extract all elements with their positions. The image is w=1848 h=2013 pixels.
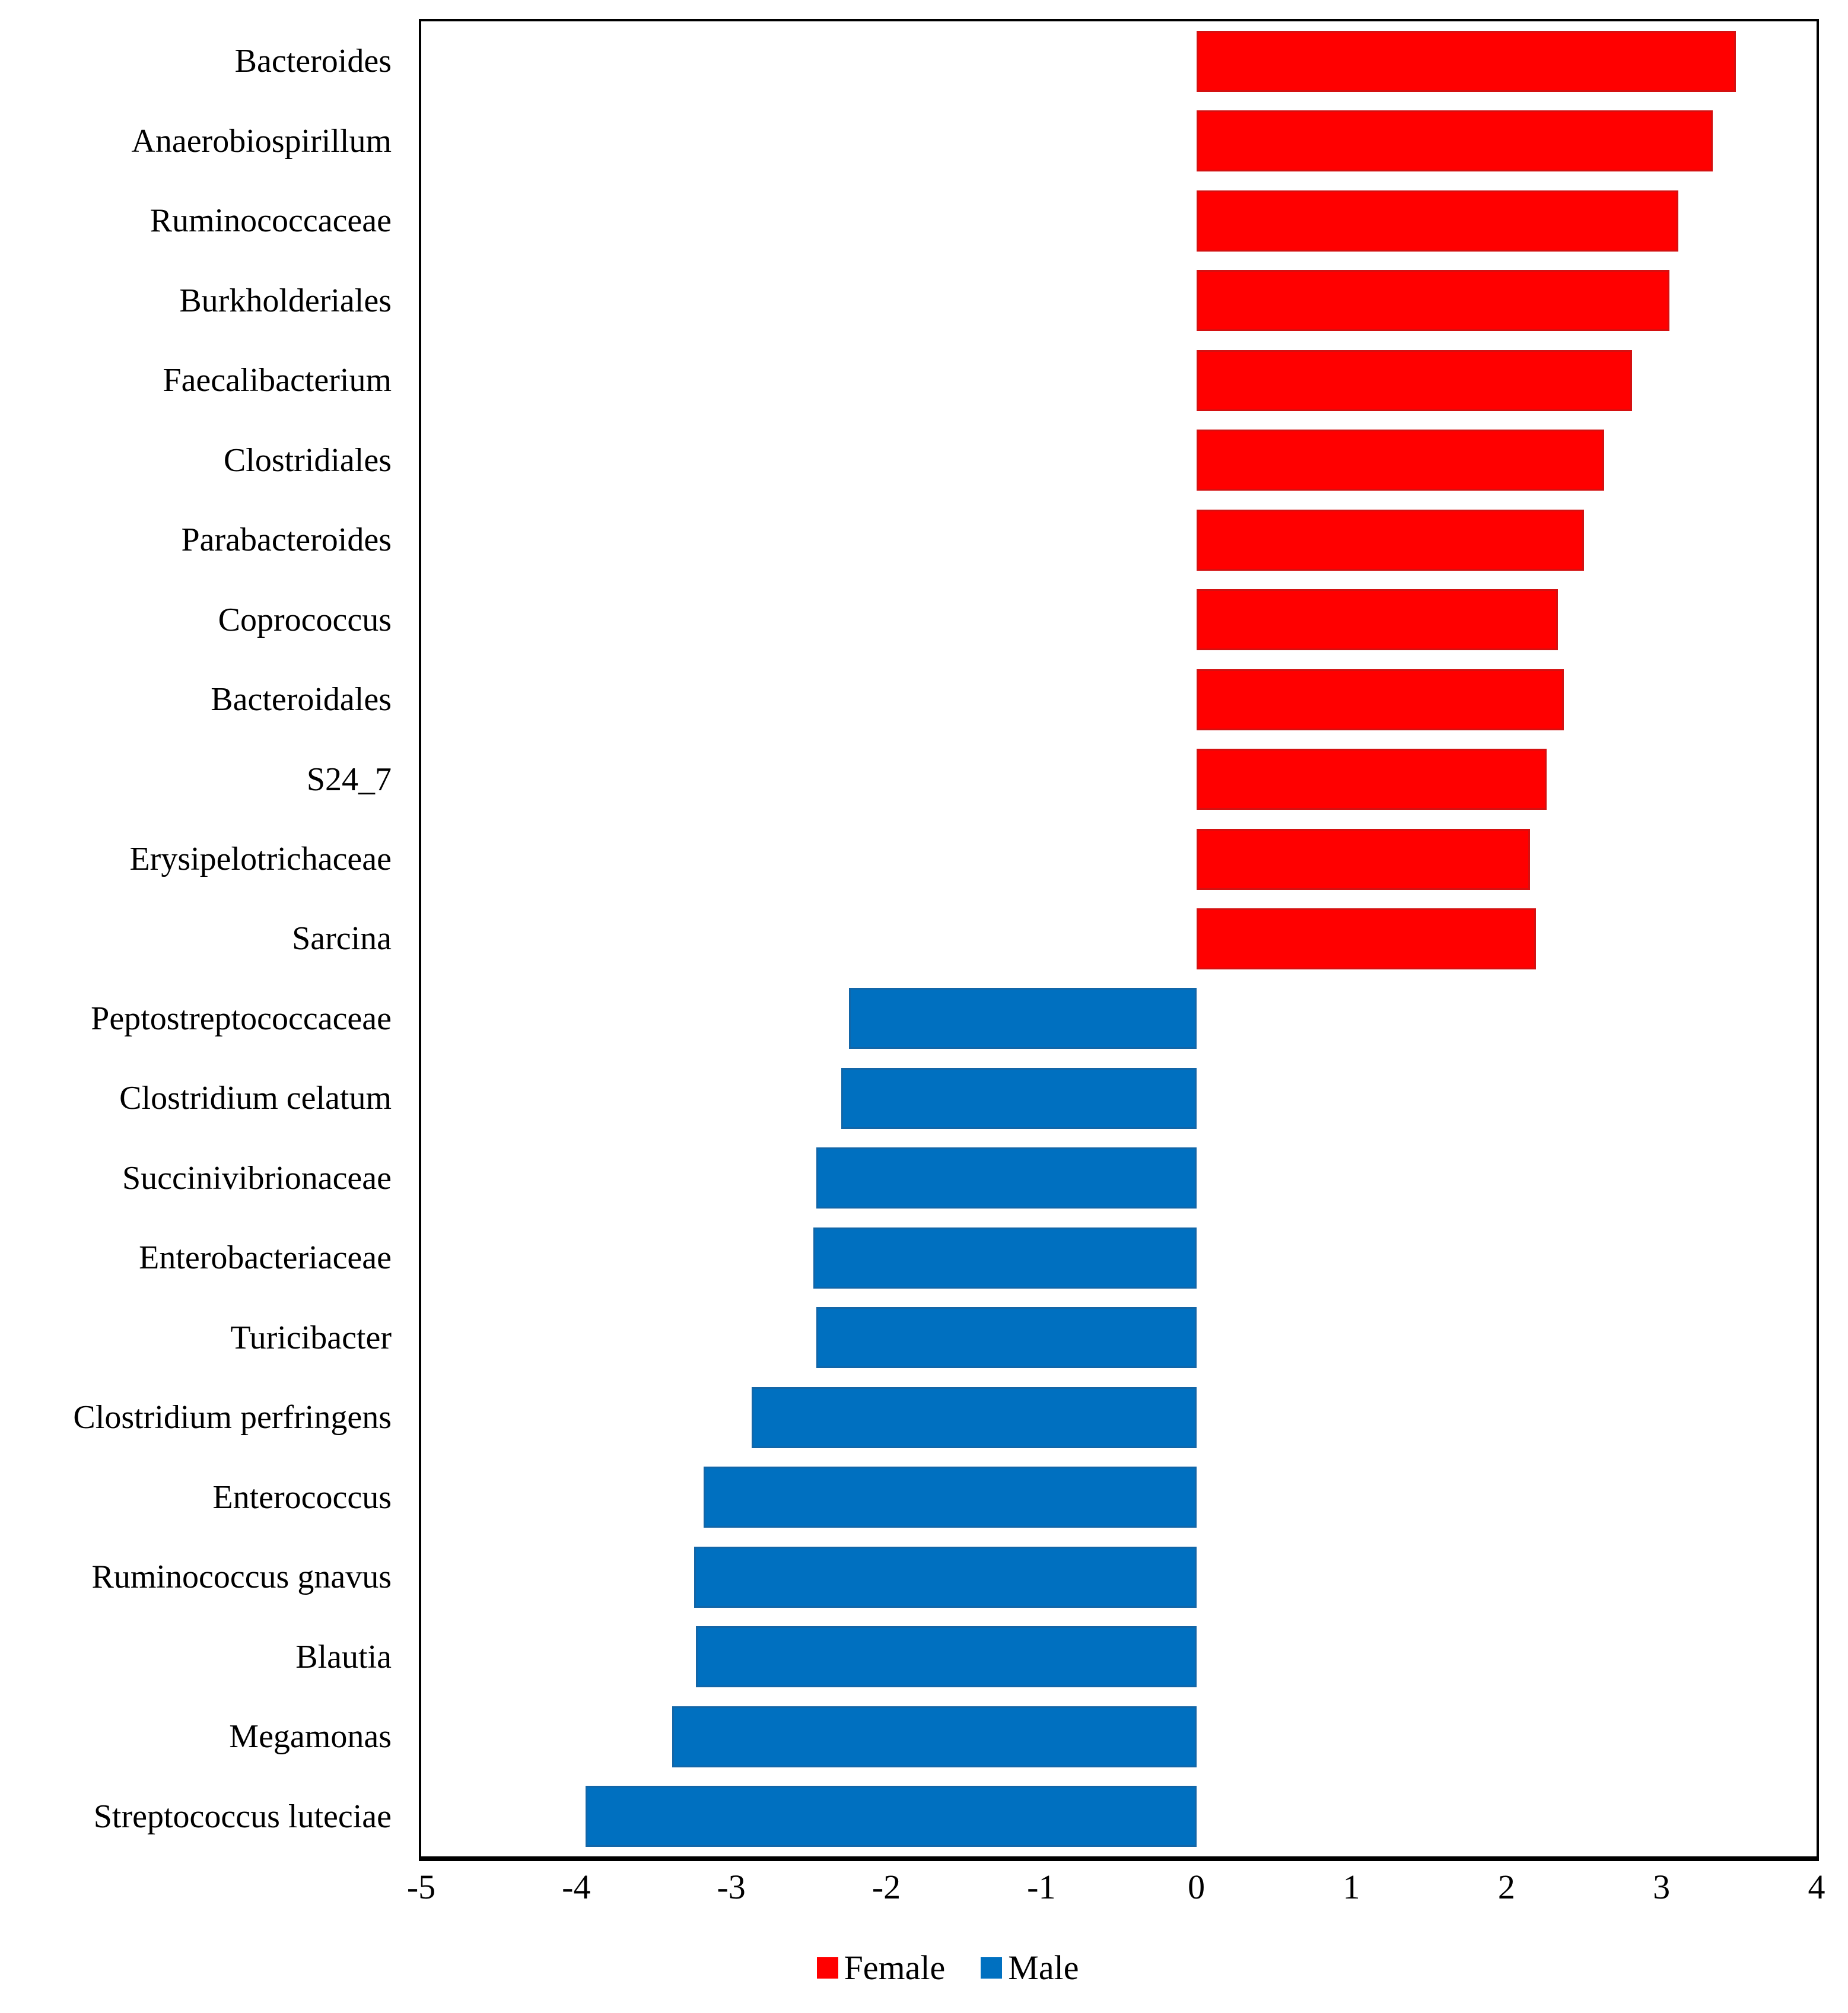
bar-burkholderiales (1196, 270, 1669, 332)
category-label: Enterococcus (212, 1478, 392, 1516)
x-tick-label: 3 (1653, 1868, 1671, 1906)
category-label: Clostridium celatum (119, 1080, 392, 1117)
legend: Female Male (0, 1951, 1848, 1985)
legend-item-male: Male (981, 1951, 1079, 1985)
category-label: Megamonas (229, 1718, 392, 1756)
legend-label: Female (844, 1948, 946, 1987)
category-label: Ruminococcus gnavus (91, 1559, 392, 1596)
bar-anaerobiospirillum (1196, 110, 1713, 172)
bar-blautia (695, 1626, 1197, 1688)
bar-turicibacter (816, 1307, 1197, 1369)
x-tick-label: -3 (717, 1868, 746, 1906)
category-label: Anaerobiospirillum (131, 122, 392, 160)
bar-succinivibrionaceae (816, 1147, 1197, 1209)
category-label: Coprococcus (218, 601, 392, 638)
bar-sarcina (1196, 908, 1536, 969)
bar-peptostreptococcaceae (849, 988, 1197, 1050)
category-label: Erysipelotrichaceae (129, 841, 392, 878)
category-label: Turicibacter (230, 1319, 392, 1356)
category-label: Parabacteroides (181, 521, 392, 559)
category-label: Enterobacteriaceae (139, 1239, 392, 1277)
bar-faecalibacterium (1196, 349, 1632, 411)
x-tick-label: -1 (1027, 1868, 1056, 1906)
x-tick-label: 0 (1188, 1868, 1206, 1906)
bar-clostridium-celatum (841, 1067, 1197, 1129)
plot-area (419, 19, 1819, 1861)
bar-s24-7 (1196, 749, 1547, 810)
x-tick-label: -5 (406, 1868, 436, 1906)
bar-parabacteroides (1196, 509, 1584, 571)
category-label: Clostridiales (223, 441, 392, 479)
bar-clostridium-perfringens (751, 1386, 1197, 1448)
category-label: Bacteroidales (211, 681, 392, 718)
bar-megamonas (672, 1706, 1197, 1767)
category-label: Burkholderiales (179, 282, 392, 319)
legend-swatch-male (981, 1957, 1003, 1979)
bar-coprococcus (1196, 589, 1558, 651)
category-label: Blautia (295, 1638, 392, 1675)
category-label: Bacteroides (234, 43, 392, 80)
bar-erysipelotrichaceae (1196, 828, 1530, 890)
bar-bacteroides (1196, 30, 1736, 92)
bar-enterococcus (703, 1467, 1197, 1528)
category-label: Ruminococcaceae (150, 202, 392, 240)
category-label: Clostridium perfringens (73, 1399, 392, 1436)
x-tick-label: 2 (1497, 1868, 1515, 1906)
category-label: Sarcina (292, 920, 392, 958)
bar-clostridiales (1196, 430, 1604, 491)
bar-streptococcus-luteciae (586, 1786, 1197, 1847)
category-label: Faecalibacterium (163, 362, 392, 399)
bar-enterobacteriaceae (813, 1227, 1197, 1289)
category-label: Streptococcus luteciae (93, 1798, 392, 1835)
x-tick-label: 1 (1343, 1868, 1360, 1906)
category-label: Succinivibrionaceae (122, 1159, 392, 1197)
bar-ruminococcus-gnavus (694, 1546, 1197, 1608)
legend-label: Male (1008, 1948, 1079, 1987)
bar-bacteroidales (1196, 669, 1564, 730)
bar-ruminococcaceae (1196, 190, 1679, 252)
legend-item-female: Female (816, 1948, 946, 1987)
legend-swatch-female (816, 1957, 838, 1979)
category-label: S24_7 (306, 761, 392, 798)
category-axis-labels: Bacteroides Anaerobiospirillum Ruminococca… (0, 21, 392, 1856)
x-tick-label: -2 (871, 1868, 901, 1906)
x-tick-label: -4 (562, 1868, 591, 1906)
category-label: Peptostreptococcaceae (91, 1000, 392, 1037)
x-axis-tick-labels: -5 -4 -3 -2 -1 0 1 2 3 4 (407, 1868, 1825, 1923)
x-tick-label: 4 (1808, 1868, 1825, 1906)
